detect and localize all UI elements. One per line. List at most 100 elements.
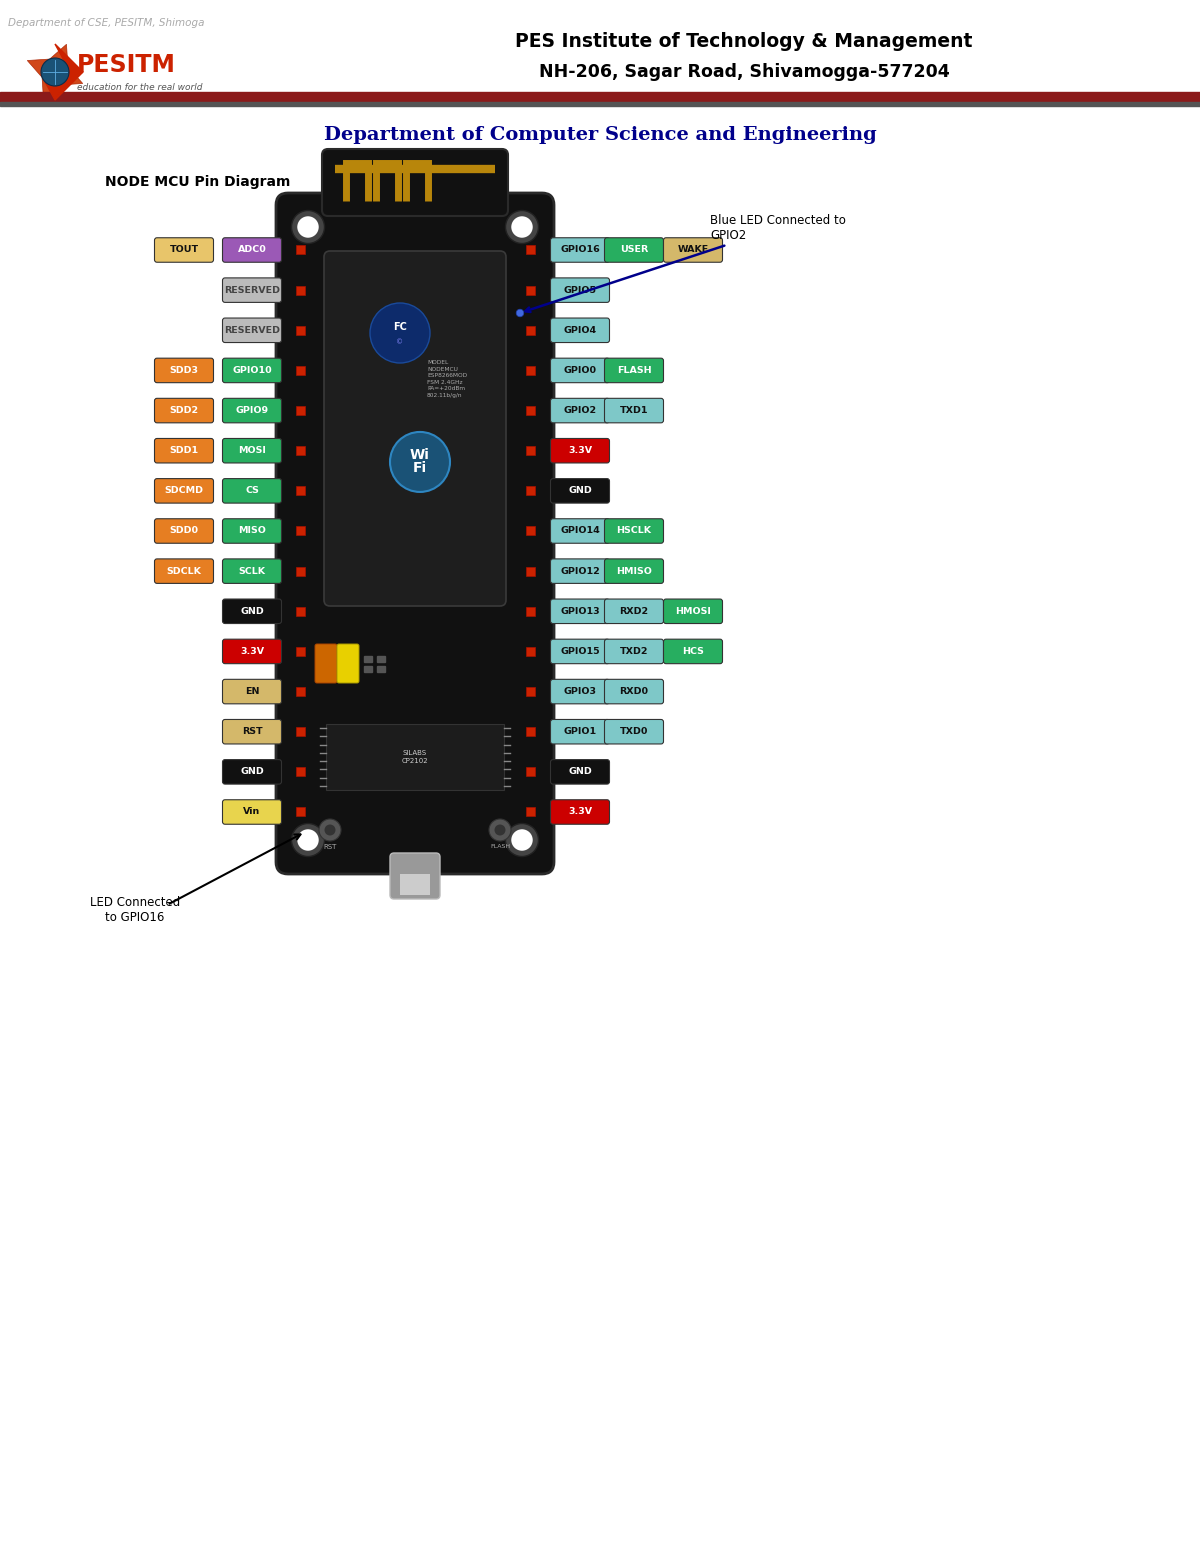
Text: LED Connected
to GPIO16: LED Connected to GPIO16 (90, 896, 180, 924)
FancyBboxPatch shape (551, 398, 610, 422)
Text: GND: GND (568, 767, 592, 776)
Bar (295, 446, 305, 455)
Text: SDCMD: SDCMD (164, 486, 204, 495)
Text: FLASH: FLASH (617, 367, 652, 374)
Bar (295, 607, 305, 617)
FancyBboxPatch shape (276, 193, 554, 874)
Bar (526, 808, 534, 817)
Circle shape (370, 303, 430, 363)
FancyBboxPatch shape (605, 679, 664, 704)
Bar (526, 526, 534, 536)
Text: GPIO1: GPIO1 (564, 727, 596, 736)
Text: ©: © (396, 339, 403, 345)
Bar (526, 686, 534, 696)
Circle shape (319, 818, 341, 842)
Text: WAKE: WAKE (677, 245, 709, 255)
FancyBboxPatch shape (551, 559, 610, 584)
Text: 3.3V: 3.3V (568, 446, 592, 455)
FancyBboxPatch shape (155, 398, 214, 422)
Bar (526, 567, 534, 576)
FancyBboxPatch shape (551, 318, 610, 343)
Text: MOSI: MOSI (238, 446, 266, 455)
Text: 3.3V: 3.3V (240, 648, 264, 655)
Bar (526, 607, 534, 617)
Circle shape (505, 823, 539, 857)
Text: TXD2: TXD2 (619, 648, 648, 655)
Polygon shape (28, 45, 83, 99)
FancyBboxPatch shape (551, 599, 610, 624)
FancyBboxPatch shape (222, 478, 282, 503)
Bar (295, 808, 305, 817)
Text: Wi
Fi: Wi Fi (410, 449, 430, 475)
Bar (526, 326, 534, 335)
Text: GND: GND (240, 767, 264, 776)
Text: SCLK: SCLK (239, 567, 265, 576)
Text: PES Institute of Technology & Management: PES Institute of Technology & Management (515, 33, 973, 51)
Text: FLASH: FLASH (490, 845, 510, 849)
Text: GPIO0: GPIO0 (564, 367, 596, 374)
Bar (295, 326, 305, 335)
Text: 3.3V: 3.3V (568, 808, 592, 817)
FancyBboxPatch shape (155, 238, 214, 262)
Bar (0, 92, 1200, 102)
Circle shape (298, 829, 319, 851)
Text: Department of Computer Science and Engineering: Department of Computer Science and Engin… (324, 126, 876, 144)
Text: RESERVED: RESERVED (224, 326, 280, 335)
Bar (364, 666, 372, 672)
Bar (295, 686, 305, 696)
FancyBboxPatch shape (551, 359, 610, 382)
Text: Department of CSE, PESITM, Shimoga: Department of CSE, PESITM, Shimoga (8, 19, 204, 28)
FancyBboxPatch shape (551, 478, 610, 503)
Text: GND: GND (568, 486, 592, 495)
Text: GND: GND (240, 607, 264, 617)
Text: HCS: HCS (682, 648, 704, 655)
FancyBboxPatch shape (322, 149, 508, 216)
Text: Blue LED Connected to
GPIO2: Blue LED Connected to GPIO2 (526, 214, 846, 312)
Circle shape (298, 216, 319, 238)
Text: RST: RST (323, 843, 337, 849)
Text: SDD1: SDD1 (169, 446, 198, 455)
Circle shape (494, 825, 505, 836)
FancyBboxPatch shape (222, 398, 282, 422)
FancyBboxPatch shape (155, 519, 214, 544)
FancyBboxPatch shape (222, 438, 282, 463)
FancyBboxPatch shape (222, 640, 282, 663)
Text: NH-206, Sagar Road, Shivamogga-577204: NH-206, Sagar Road, Shivamogga-577204 (539, 64, 949, 81)
FancyBboxPatch shape (551, 800, 610, 825)
Text: GPIO14: GPIO14 (560, 526, 600, 536)
Text: TXD1: TXD1 (619, 405, 648, 415)
Bar (295, 367, 305, 374)
Circle shape (390, 432, 450, 492)
Text: GPIO5: GPIO5 (564, 286, 596, 295)
Text: GPIO13: GPIO13 (560, 607, 600, 617)
FancyBboxPatch shape (605, 640, 664, 663)
Text: SDCLK: SDCLK (167, 567, 202, 576)
Text: NODE MCU Pin Diagram: NODE MCU Pin Diagram (106, 175, 290, 189)
Bar (295, 405, 305, 415)
Bar (526, 286, 534, 295)
Text: TOUT: TOUT (169, 245, 198, 255)
FancyBboxPatch shape (222, 519, 282, 544)
FancyBboxPatch shape (155, 438, 214, 463)
Circle shape (511, 216, 533, 238)
Bar (364, 655, 372, 662)
Text: PESITM: PESITM (77, 53, 176, 78)
Bar (295, 286, 305, 295)
Polygon shape (46, 82, 65, 99)
Bar (295, 567, 305, 576)
FancyBboxPatch shape (605, 238, 664, 262)
FancyBboxPatch shape (324, 252, 506, 606)
Circle shape (511, 829, 533, 851)
Text: USER: USER (620, 245, 648, 255)
Text: GPIO16: GPIO16 (560, 245, 600, 255)
Bar (295, 486, 305, 495)
Text: GPIO10: GPIO10 (232, 367, 272, 374)
FancyBboxPatch shape (551, 438, 610, 463)
Text: MISO: MISO (238, 526, 266, 536)
FancyBboxPatch shape (222, 318, 282, 343)
FancyBboxPatch shape (605, 559, 664, 584)
Bar (526, 367, 534, 374)
FancyBboxPatch shape (222, 759, 282, 784)
FancyBboxPatch shape (664, 238, 722, 262)
FancyBboxPatch shape (314, 644, 337, 683)
